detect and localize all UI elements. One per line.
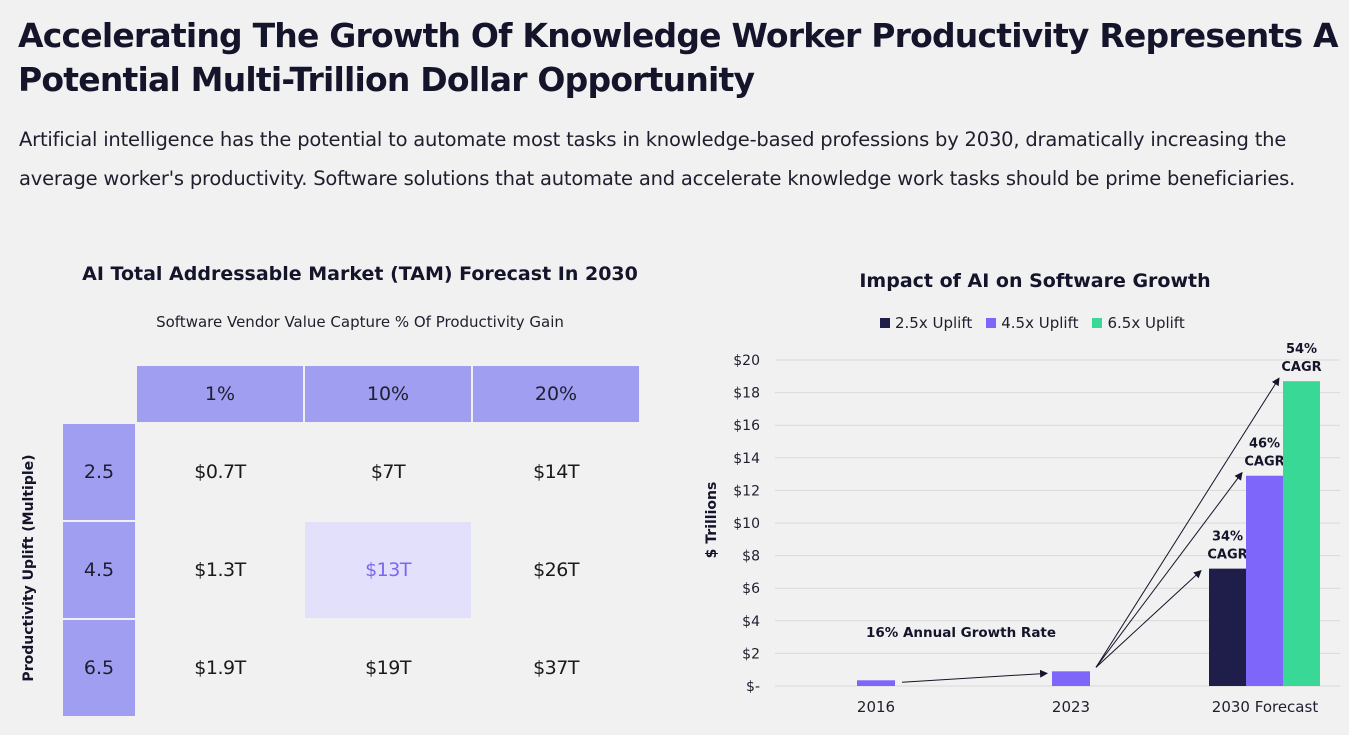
y-tick-label: $12	[733, 483, 760, 499]
cagr-label: CAGR	[1244, 455, 1284, 470]
tam-row-title: Productivity Uplift (Multiple)	[21, 454, 37, 682]
cagr-label: 34%	[1212, 530, 1243, 545]
tam-row-header: 2.5	[63, 424, 135, 520]
y-tick-label: $10	[733, 516, 760, 532]
arrow-2023-2030	[1095, 471, 1243, 668]
y-tick-label: $8	[742, 549, 760, 565]
chart-title: Impact of AI on Software Growth	[859, 270, 1211, 292]
bar-2030-2-5x-uplift	[1209, 568, 1246, 686]
tam-table-title: AI Total Addressable Market (TAM) Foreca…	[82, 263, 638, 285]
page-headline: Accelerating The Growth Of Knowledge Wor…	[18, 16, 1339, 99]
bar-2016	[857, 680, 895, 686]
bar-2030-4-5x-uplift	[1246, 475, 1283, 686]
x-tick-label: 2030 Forecast	[1212, 698, 1319, 716]
arrow-2016-2023	[901, 669, 1048, 683]
y-tick-label: $6	[742, 581, 760, 597]
arrow-2023-2030	[1095, 377, 1280, 668]
bar-2023	[1052, 671, 1090, 686]
y-tick-label: $-	[746, 679, 760, 695]
legend-label: 2.5x Uplift	[895, 314, 973, 332]
legend-label: 6.5x Uplift	[1107, 314, 1185, 332]
tam-cell: $19T	[365, 657, 411, 679]
arrow-2023-2030	[1095, 569, 1202, 668]
tam-cell: $7T	[370, 461, 406, 483]
tam-cell: $26T	[533, 559, 579, 581]
tam-cell: $14T	[533, 461, 579, 483]
legend-label: 4.5x Uplift	[1001, 314, 1079, 332]
tam-row-header: 6.5	[63, 620, 135, 716]
chart-legend: 2.5x Uplift 4.5x Uplift 6.5x Uplift	[880, 314, 1185, 332]
software-growth-chart: $- $2 $4 $6 $8 $10 $12 $14 $16 $18 $20 34% CAGR 46% CA…	[733, 342, 1340, 716]
legend-item: 6.5x Uplift	[1092, 314, 1185, 332]
y-tick-label: $20	[733, 353, 760, 369]
tam-column-title: Software Vendor Value Capture % Of Produ…	[156, 313, 564, 331]
tam-cell: $37T	[533, 657, 579, 679]
y-tick-label: $18	[733, 386, 760, 402]
legend-swatch	[986, 318, 997, 328]
tam-column-header: 20%	[473, 366, 639, 422]
y-tick-label: $16	[733, 418, 760, 434]
legend-swatch	[1092, 318, 1103, 328]
tam-cell: $1.3T	[194, 559, 246, 581]
x-tick-label: 2023	[1052, 698, 1090, 716]
cagr-label: 54%	[1286, 342, 1317, 357]
tam-cell: $0.7T	[194, 461, 246, 483]
y-tick-label: $14	[733, 451, 760, 467]
cagr-label: CAGR	[1207, 548, 1247, 563]
cagr-label: 46%	[1249, 437, 1280, 452]
bar-2030-6-5x-uplift	[1283, 381, 1320, 686]
tam-cell: $1.9T	[194, 657, 246, 679]
tam-cell-highlighted: $13T	[305, 522, 471, 618]
cagr-label: CAGR	[1281, 360, 1321, 375]
legend-item: 4.5x Uplift	[986, 314, 1078, 332]
growth-annotation: 16% Annual Growth Rate	[866, 625, 1056, 641]
page-subtext: Artificial intelligence has the potentia…	[19, 128, 1296, 190]
tam-column-header: 1%	[137, 366, 303, 422]
legend-swatch	[880, 318, 890, 328]
x-tick-label: 2016	[857, 698, 895, 716]
tam-row-header: 4.5	[63, 522, 135, 618]
y-tick-label: $2	[742, 646, 760, 662]
y-tick-label: $4	[742, 614, 760, 630]
legend-item: 2.5x Uplift	[880, 314, 972, 332]
tam-column-header: 10%	[305, 366, 471, 422]
